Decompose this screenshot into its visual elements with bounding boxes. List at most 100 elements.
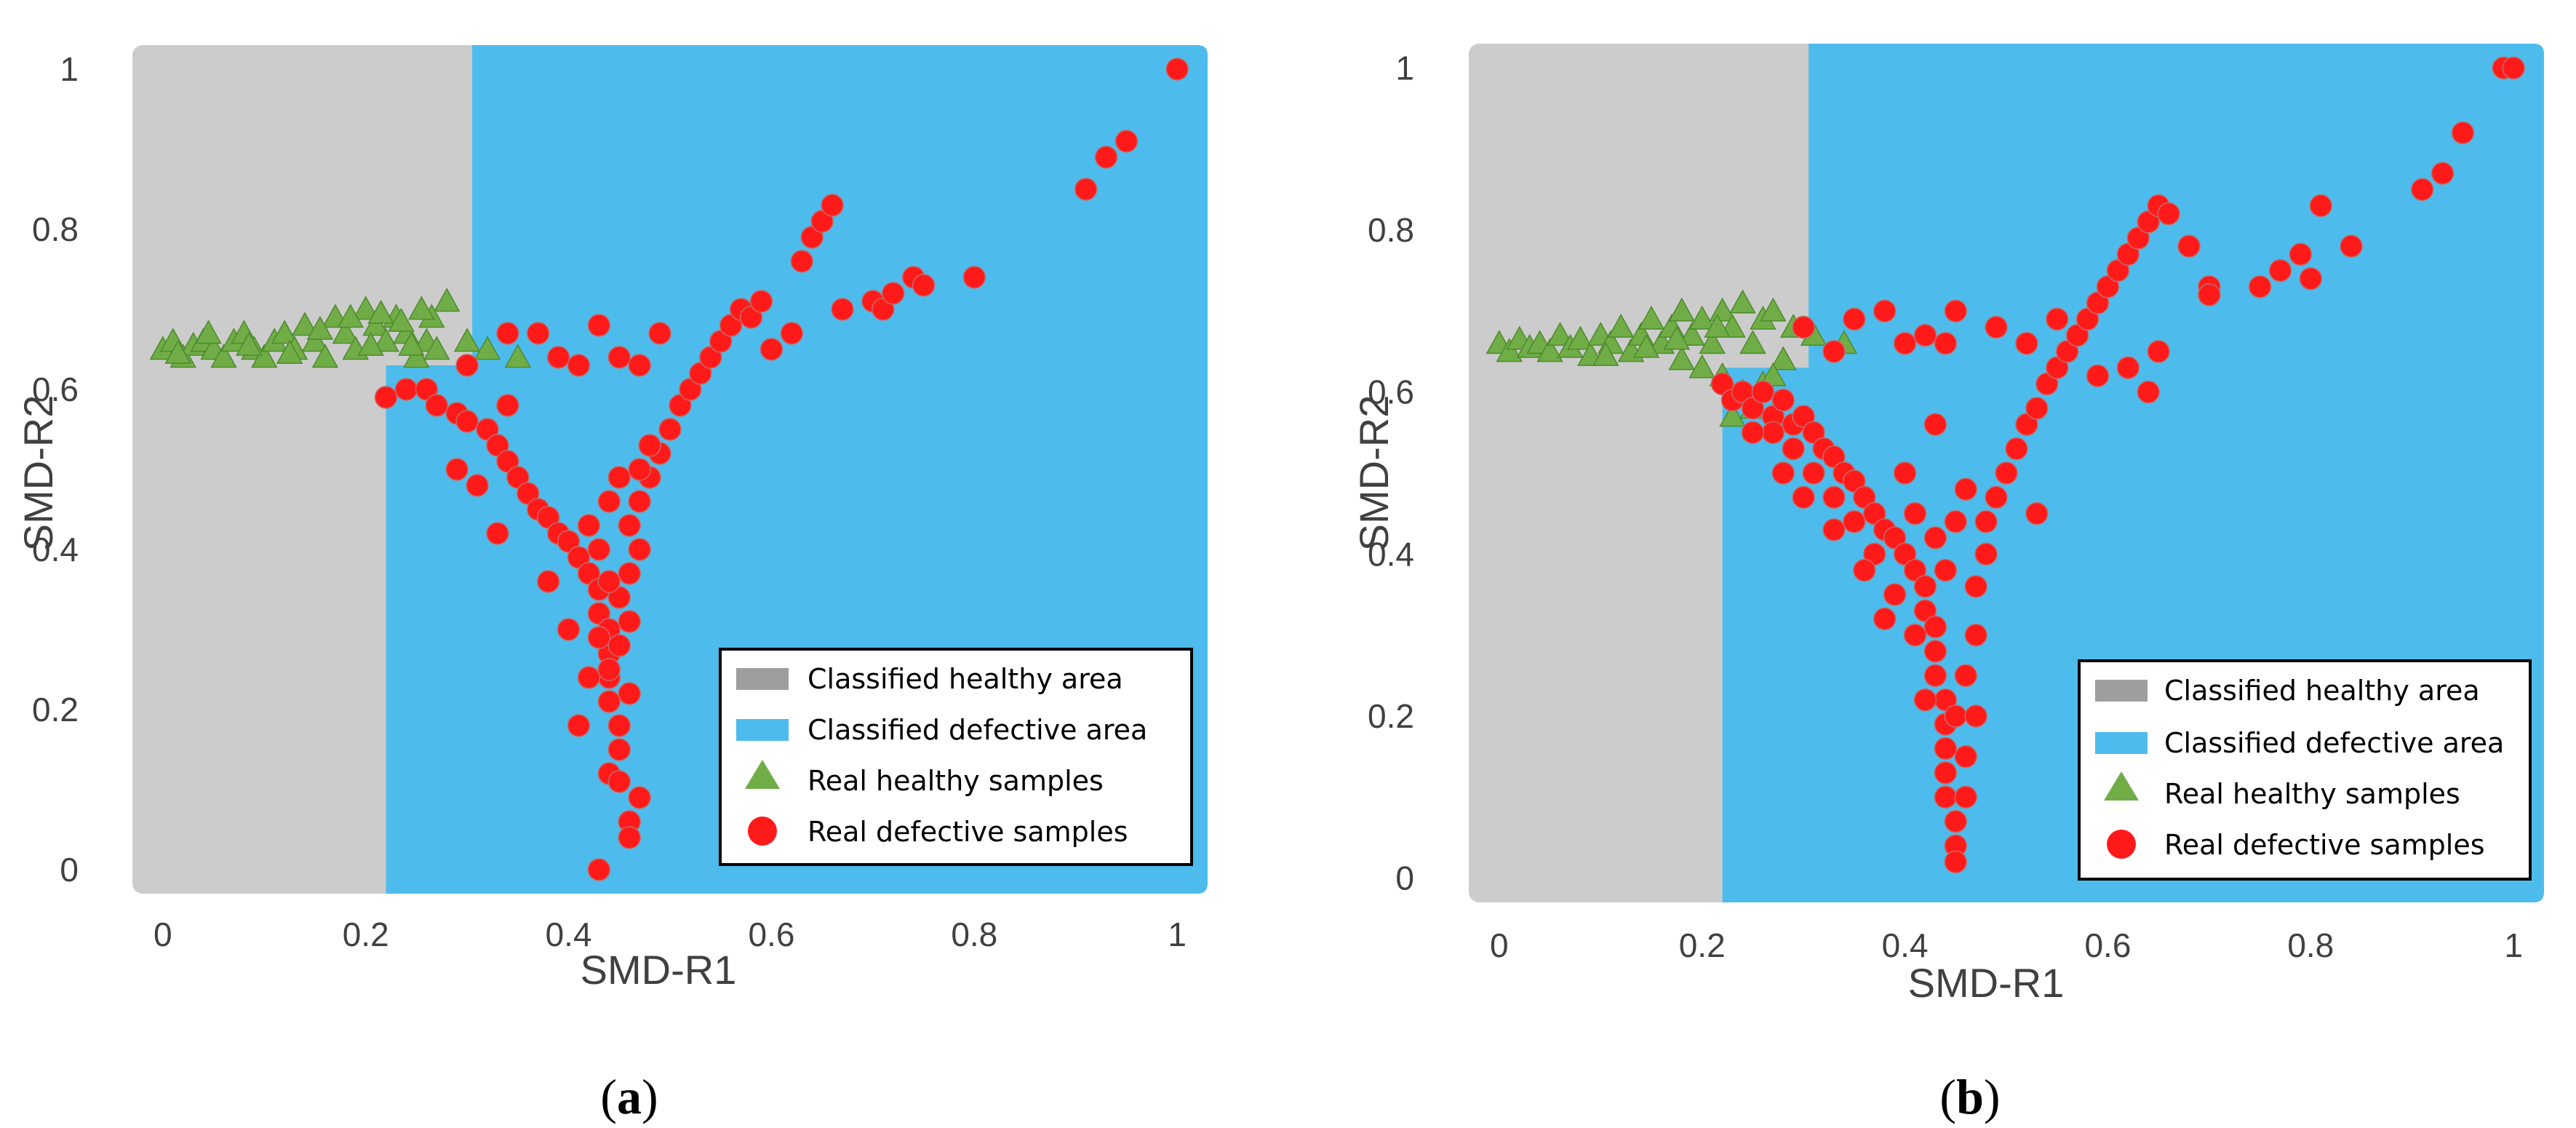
defective-sample-point: [1903, 501, 1927, 525]
healthy-sample-point: [250, 343, 278, 368]
healthy-sample-point: [1567, 325, 1594, 350]
defective-sample-point: [618, 610, 641, 633]
legend-frame: [2078, 659, 2532, 881]
x-tick-label: 0.2: [1679, 926, 1726, 964]
defective-sample-point: [526, 322, 550, 345]
defective-sample-point: [1843, 510, 1866, 533]
defective-sample-point: [2157, 202, 2180, 226]
defective-sample-point: [587, 538, 611, 561]
defective-sample-point: [628, 458, 651, 481]
healthy-sample-point: [453, 327, 481, 352]
defective-sample-point: [821, 194, 844, 217]
legend-swatch-defective-area: [736, 719, 789, 741]
defective-sample-point: [2137, 380, 2160, 404]
defective-sample-point: [1114, 130, 1139, 153]
healthy-sample-point: [474, 335, 501, 360]
defective-sample-point: [1954, 785, 1977, 809]
defective-sample-point: [577, 514, 601, 537]
y-tick-label: 0.2: [32, 691, 79, 728]
tick-labels: 0 0.2 0.4 0.6 0.8 1 0 0.2 0.4 0.6 0.8 1: [1368, 49, 2523, 964]
healthy-sample-point: [195, 319, 222, 344]
defective-sample-point: [607, 346, 631, 369]
defective-sample-point: [597, 658, 621, 681]
healthy-sample-point: [236, 331, 263, 356]
healthy-sample-point: [1760, 362, 1787, 386]
defective-sample-point: [1822, 340, 1846, 363]
x-axis-title: SMD-R1: [1908, 960, 2065, 1006]
defective-sample-point: [1985, 485, 2008, 509]
defective-sample-point: [1934, 761, 1958, 785]
defective-sample-point: [882, 282, 905, 305]
y-axis-title: SMD-R2: [15, 395, 61, 552]
defective-sample-point: [2177, 234, 2201, 258]
defective-sample-point: [790, 250, 814, 273]
defective-sample-point: [1822, 485, 1846, 509]
defective-sample-point: [2025, 397, 2049, 420]
defective-sample-point: [2502, 56, 2525, 80]
defective-sample-point: [567, 714, 591, 737]
defective-sample-point: [1883, 583, 1907, 606]
healthy-sample-point: [1699, 330, 1726, 354]
healthy-sample-point: [1632, 333, 1660, 358]
x-tick-label: 0.4: [1882, 926, 1929, 964]
legend-swatch-healthy-area: [2095, 680, 2148, 702]
y-tick-label: 0.6: [1368, 373, 1414, 411]
x-tick-label: 0: [153, 915, 172, 953]
legend-circle-marker: [748, 817, 777, 846]
defective-sample-point: [2451, 121, 2475, 145]
defective-sample-point: [1761, 421, 1785, 445]
healthy-sample-point: [504, 343, 532, 368]
defective-sample-point: [1913, 688, 1937, 712]
y-tick-label: 0: [1395, 859, 1414, 897]
defective-sample-point: [455, 410, 479, 433]
defective-sample-point: [1165, 57, 1189, 81]
defective-sample-point: [2431, 162, 2455, 185]
healthy-sample-point: [1678, 322, 1706, 346]
defective-sample-point: [1913, 575, 1937, 598]
healthy-sample-point: [388, 307, 415, 332]
defective-sample-point: [1944, 850, 1968, 874]
defective-sample-point: [628, 490, 651, 513]
defective-sample-point: [1802, 461, 1825, 485]
healthy-sample-point: [423, 335, 450, 360]
defective-sample-point: [1873, 607, 1897, 631]
defective-sample-point: [546, 346, 570, 369]
x-tick-label: 0: [1490, 926, 1509, 964]
defective-sample-point: [1934, 332, 1958, 355]
healthy-sample-point: [1547, 322, 1574, 346]
defective-sample-point: [496, 322, 519, 345]
defective-sample-point: [759, 338, 783, 361]
panel-a: 0 0.2 0.4 0.6 0.8 1 0 0.2 0.4 0.6 0.8 1 SMD-R1 SMD-…: [15, 45, 1208, 1124]
healthy-sample-point: [362, 311, 389, 336]
defective-sample-point: [618, 514, 641, 537]
defective-sample-point: [1751, 380, 1775, 404]
healthy-sample-point: [271, 319, 298, 344]
healthy-sample-point: [1668, 346, 1696, 370]
defective-sample-point: [962, 266, 986, 289]
defective-sample-point: [2268, 258, 2292, 282]
defective-sample-point: [1974, 510, 1998, 533]
defective-sample-point: [1893, 332, 1917, 355]
defective-sample-point: [1964, 575, 1987, 598]
defective-sample-point: [2309, 194, 2332, 218]
legend-swatch-defective-area: [2095, 732, 2148, 754]
defective-sample-point: [1913, 324, 1937, 347]
defective-sample-point: [2299, 267, 2323, 290]
defective-sample-point: [577, 666, 601, 689]
defective-sample-point: [618, 826, 641, 849]
defective-sample-point: [1923, 664, 1947, 688]
healthy-sample-point: [367, 299, 394, 324]
defective-sample-point: [1923, 413, 1947, 436]
defective-sample-point: [831, 298, 854, 321]
healthy-sample-point: [301, 327, 329, 352]
defective-sample-point: [587, 314, 611, 337]
defective-sample-point: [597, 490, 621, 513]
defective-sample-point: [1985, 315, 2008, 339]
healthy-sample-point: [337, 303, 364, 328]
healthy-sample-point: [1760, 297, 1787, 322]
defective-sample-point: [2025, 501, 2049, 525]
defective-sample-point: [1944, 704, 1968, 728]
defective-sample-point: [2198, 283, 2221, 306]
legend-triangle-marker: [745, 760, 780, 789]
defective-sample-point: [1954, 744, 1977, 768]
